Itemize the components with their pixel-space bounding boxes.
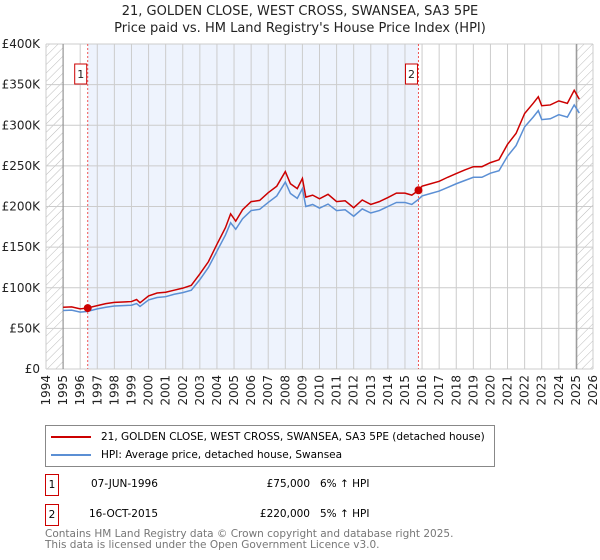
x-tick-label: 2000: [142, 375, 156, 406]
sale-point: [414, 186, 423, 195]
y-tick-label: £300K: [2, 118, 42, 132]
marker-badge: 1: [45, 474, 59, 496]
x-tick-label: 2025: [569, 375, 583, 406]
x-tick-label: 2004: [210, 375, 224, 406]
x-tick-label: 1996: [73, 375, 87, 406]
legend-label: 21, GOLDEN CLOSE, WEST CROSS, SWANSEA, S…: [101, 431, 485, 443]
x-tick-label: 1995: [56, 375, 70, 406]
x-tick-label: 2024: [552, 375, 566, 406]
sale-marker-label: 2: [408, 68, 415, 81]
x-tick-label: 2012: [347, 375, 361, 406]
x-tick-label: 2017: [432, 375, 446, 406]
subtitle: Price paid vs. HM Land Registry's House …: [114, 21, 486, 36]
x-tick-label: 2014: [381, 375, 395, 406]
x-tick-label: 2011: [330, 375, 344, 406]
x-tick-label: 2001: [159, 375, 173, 406]
x-tick-label: 1998: [107, 375, 121, 406]
legend-swatch-red: [51, 436, 91, 438]
sale-point: [83, 304, 92, 313]
x-tick-label: 2022: [518, 375, 532, 406]
transaction-row: 1 07-JUN-1996 £75,000 6% ↑ HPI: [45, 474, 545, 496]
y-tick-label: £250K: [2, 159, 42, 173]
transaction-hpi: 6% ↑ HPI: [320, 478, 370, 490]
x-tick-label: 2005: [227, 375, 241, 406]
footer: Contains HM Land Registry data © Crown c…: [45, 529, 453, 551]
x-tick-label: 2026: [586, 375, 600, 406]
y-tick-label: £350K: [2, 78, 42, 92]
title: 21, GOLDEN CLOSE, WEST CROSS, SWANSEA, S…: [121, 4, 479, 19]
x-tick-label: 2018: [449, 375, 463, 406]
y-tick-label: £400K: [2, 37, 42, 51]
y-tick-label: £200K: [2, 200, 42, 214]
transaction-date: 07-JUN-1996: [91, 478, 158, 490]
legend-item-hpi: HPI: Average price, detached house, Swan…: [51, 449, 342, 461]
x-tick-label: 2006: [244, 375, 258, 406]
legend-swatch-blue: [51, 454, 91, 456]
y-tick-label: £150K: [2, 240, 42, 254]
property-price-line: [63, 88, 580, 310]
x-tick-label: 2009: [295, 375, 309, 406]
x-tick-label: 1997: [90, 375, 104, 406]
transaction-hpi: 5% ↑ HPI: [320, 508, 370, 520]
marker-badge: 2: [45, 504, 59, 526]
x-tick-label: 2010: [313, 375, 327, 406]
sale-marker-box: [404, 63, 418, 85]
x-tick-label: 2013: [364, 375, 378, 406]
legend-label: HPI: Average price, detached house, Swan…: [101, 449, 343, 461]
x-tick-label: 2016: [415, 375, 429, 406]
footer-copyright: Contains HM Land Registry data © Crown c…: [45, 528, 454, 540]
y-tick-label: £50K: [9, 321, 41, 335]
transaction-price: £75,000: [266, 478, 310, 490]
footer-licence: This data is licensed under the Open Gov…: [45, 539, 380, 551]
chart-title: 21, GOLDEN CLOSE, WEST CROSS, SWANSEA, S…: [0, 3, 600, 37]
x-tick-label: 2008: [278, 375, 292, 406]
x-tick-label: 2002: [176, 375, 190, 406]
sale-marker-box: [74, 63, 88, 85]
x-tick-label: 1999: [124, 375, 138, 406]
x-tick-label: 2003: [193, 375, 207, 406]
x-tick-label: 2023: [535, 375, 549, 406]
x-tick-label: 1994: [39, 375, 53, 406]
price-chart: 1994 1995 1996 1997 1998 1999 2000 2001 2002 2003…: [2, 37, 600, 406]
legend: 21, GOLDEN CLOSE, WEST CROSS, SWANSEA, S…: [45, 425, 495, 467]
x-tick-label: 2021: [501, 375, 515, 406]
hpi-line: [63, 103, 580, 313]
sale-marker-label: 1: [77, 68, 84, 81]
y-tick-label: £100K: [2, 281, 42, 295]
x-tick-label: 2015: [398, 375, 412, 406]
x-tick-label: 2019: [466, 375, 480, 406]
transaction-price: £220,000: [259, 508, 310, 520]
transaction-row: 2 16-OCT-2015 £220,000 5% ↑ HPI: [45, 504, 545, 526]
x-tick-label: 2020: [483, 375, 497, 406]
y-tick-label: £0: [25, 362, 40, 376]
x-tick-label: 2007: [261, 375, 275, 406]
legend-item-property: 21, GOLDEN CLOSE, WEST CROSS, SWANSEA, S…: [51, 431, 485, 443]
transaction-date: 16-OCT-2015: [89, 508, 158, 520]
